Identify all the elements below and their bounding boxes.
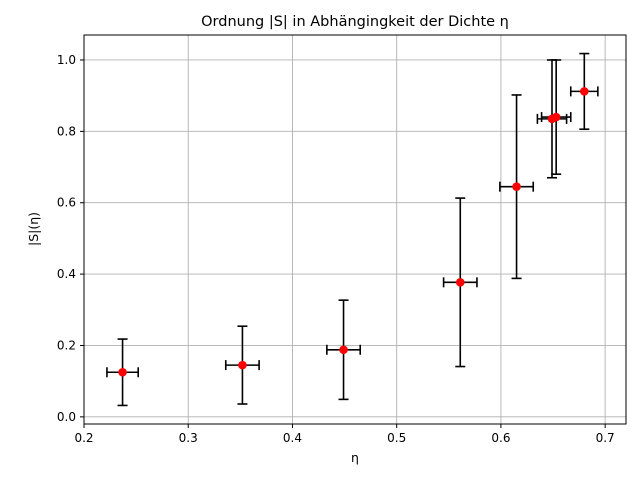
x-tick-label: 0.7 bbox=[596, 431, 615, 445]
y-tick-label: 1.0 bbox=[57, 53, 76, 67]
data-point bbox=[580, 87, 589, 96]
data-markers bbox=[118, 87, 589, 377]
y-tick-label: 0.6 bbox=[57, 196, 76, 210]
x-axis-label: η bbox=[351, 450, 359, 465]
y-axis-label: |S|(η) bbox=[26, 212, 41, 246]
data-point bbox=[551, 112, 561, 122]
data-point bbox=[339, 345, 348, 355]
data-point bbox=[455, 278, 465, 287]
x-tick-label: 0.4 bbox=[283, 431, 302, 445]
data-point bbox=[238, 360, 247, 370]
chart-title: Ordnung |S| in Abhängingkeit der Dichte … bbox=[201, 14, 509, 30]
x-tick-label: 0.6 bbox=[491, 431, 510, 445]
x-tick-label: 0.5 bbox=[387, 431, 406, 445]
grid bbox=[83, 35, 626, 424]
y-tick-label: 0.8 bbox=[57, 124, 76, 138]
plot-frame bbox=[83, 34, 627, 425]
axis-ticks: 0.2 0.3 0.4 0.5 0.6 0.7 0.0 0.2 0.4 0.6 0.8 1.0 bbox=[57, 53, 615, 445]
x-tick-label: 0.3 bbox=[179, 431, 198, 445]
y-tick-label: 0.2 bbox=[57, 338, 76, 352]
y-tick-label: 0.4 bbox=[57, 267, 76, 281]
x-tick-label: 0.2 bbox=[74, 431, 93, 445]
data-point bbox=[512, 182, 521, 191]
data-point bbox=[118, 367, 127, 377]
y-tick-label: 0.0 bbox=[57, 410, 76, 424]
